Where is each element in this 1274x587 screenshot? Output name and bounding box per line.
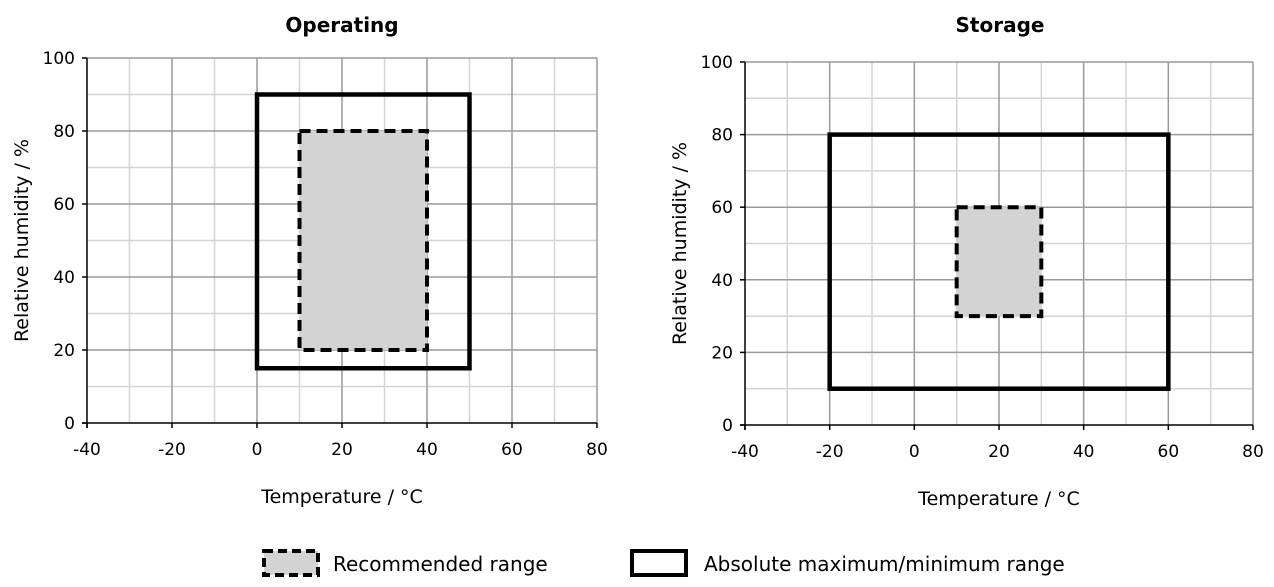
y-tick-label: 20 xyxy=(711,343,733,363)
x-tick-label: 60 xyxy=(1158,442,1180,462)
y-tick-label: 80 xyxy=(711,126,733,146)
chart-title: Operating xyxy=(285,13,398,37)
x-tick-label: -20 xyxy=(816,442,844,462)
y-tick-label: 0 xyxy=(722,416,733,436)
y-tick-label: 60 xyxy=(53,195,75,215)
absolute-range-rect xyxy=(254,92,472,371)
legend-swatch-recommended xyxy=(262,549,320,577)
chart-title: Storage xyxy=(956,13,1045,37)
chart-operating: -40 -20 0 20 40 60 80 0 20 40 60 80 100 Operating Temp… xyxy=(11,13,608,508)
x-tick-label: 60 xyxy=(501,440,523,460)
y-tick-label: 20 xyxy=(53,341,75,361)
x-axis-label: Temperature / °C xyxy=(260,486,423,508)
y-tick-label: 40 xyxy=(53,268,75,288)
y-tick-label: 80 xyxy=(53,122,75,142)
legend-item-absolute: Absolute maximum/minimum range xyxy=(630,549,1065,577)
x-tick-label: 20 xyxy=(331,440,353,460)
y-tick-label: 100 xyxy=(43,49,75,69)
x-tick-label: 40 xyxy=(416,440,438,460)
y-axis-label: Relative humidity / % xyxy=(11,139,33,342)
x-tick-label: -20 xyxy=(158,440,186,460)
x-tick-label: 20 xyxy=(988,442,1010,462)
x-tick-label: 80 xyxy=(586,440,608,460)
x-tick-label: -40 xyxy=(731,442,759,462)
recommended-range-rect xyxy=(954,205,1044,319)
x-axis-label: Temperature / °C xyxy=(917,488,1080,510)
y-axis-label: Relative humidity / % xyxy=(669,142,691,345)
x-tick-label: 0 xyxy=(909,442,920,462)
absolute-range-rect xyxy=(827,132,1171,391)
recommended-range-rect xyxy=(297,129,429,352)
y-tick-label: 100 xyxy=(701,53,733,73)
legend: Recommended range Absolute maximum/minim… xyxy=(262,549,1065,577)
y-tick-label: 60 xyxy=(711,198,733,218)
chart-storage: -40 -20 0 20 40 60 80 0 20 40 60 80 100 Storage Temper… xyxy=(669,13,1264,510)
x-tick-label: 40 xyxy=(1073,442,1095,462)
x-tick-label: 0 xyxy=(252,440,263,460)
x-tick-label: 80 xyxy=(1242,442,1264,462)
legend-label-recommended: Recommended range xyxy=(333,552,548,576)
legend-item-recommended: Recommended range xyxy=(262,549,548,577)
y-tick-label: 0 xyxy=(64,414,75,434)
y-tick-label: 40 xyxy=(711,271,733,291)
legend-swatch-absolute xyxy=(630,549,688,577)
legend-label-absolute: Absolute maximum/minimum range xyxy=(704,552,1065,576)
x-tick-label: -40 xyxy=(73,440,101,460)
